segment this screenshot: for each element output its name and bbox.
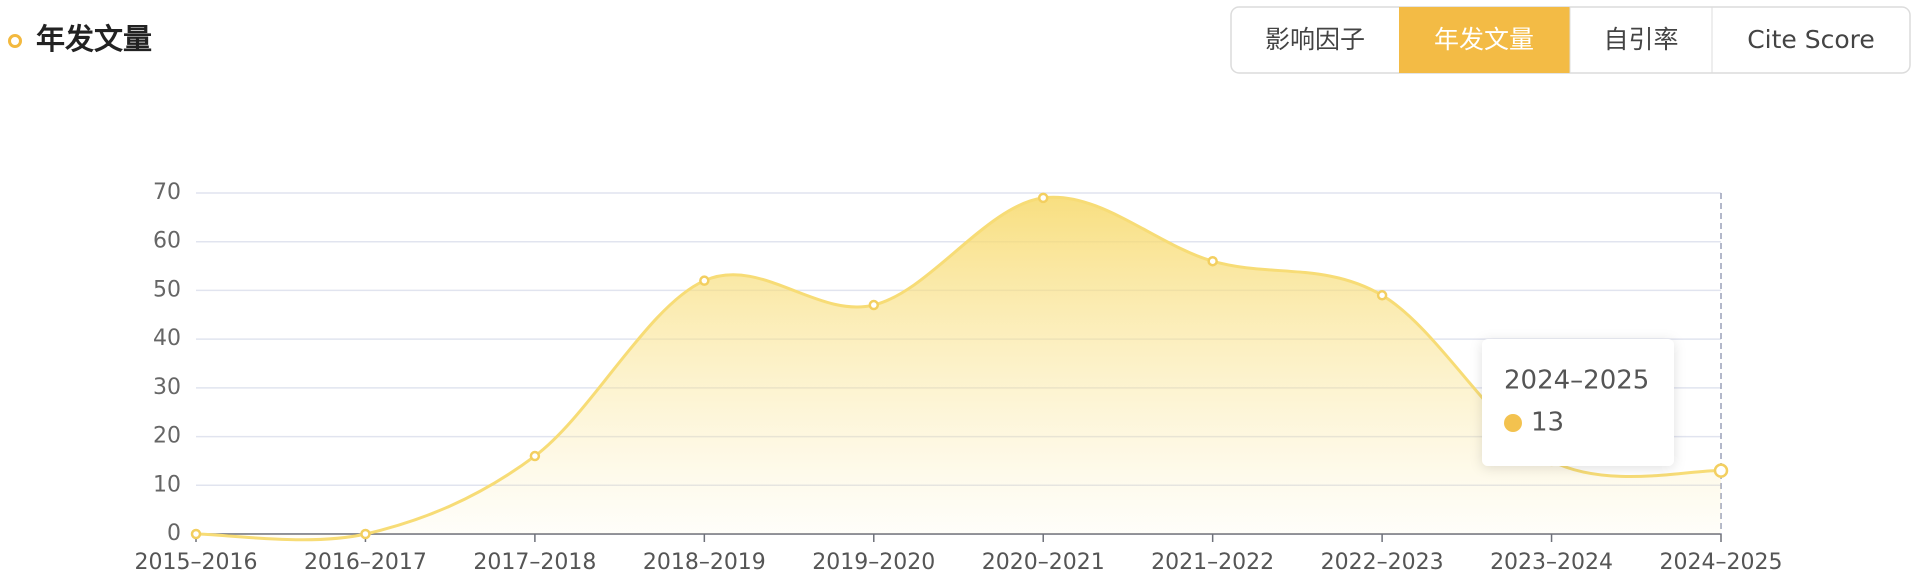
point xyxy=(1376,290,1388,301)
point xyxy=(529,450,541,462)
y-tick-label: 20 xyxy=(153,424,181,449)
y-tick-label: 70 xyxy=(153,180,181,205)
tab[interactable]: 影响因子 xyxy=(1265,25,1365,54)
x-tick-label: 2017–2018 xyxy=(473,550,596,575)
point xyxy=(868,299,880,311)
tooltip-dot xyxy=(1504,414,1522,432)
tooltip-title: 2024–2025 xyxy=(1504,366,1649,396)
tab[interactable]: Cite Score xyxy=(1747,25,1875,54)
x-tick-label: 2023–2024 xyxy=(1490,550,1613,575)
x-tick-label: 2020–2021 xyxy=(982,550,1105,575)
line xyxy=(195,195,1722,542)
x-tick-label: 2018–2019 xyxy=(643,550,766,575)
x-tick-label: 2022–2023 xyxy=(1321,550,1444,575)
y-tick-label: 60 xyxy=(153,229,181,254)
y-tick-label: 50 xyxy=(153,277,181,302)
tab-bar: 影响因子 年发文量 自引率 Cite Score xyxy=(1230,6,1911,74)
tooltip-value: 13 xyxy=(1531,408,1564,438)
title-icon xyxy=(8,34,22,48)
y-tick-label: 10 xyxy=(153,472,181,497)
chart-title: 年发文量 xyxy=(36,22,152,56)
y-tick-label: 40 xyxy=(153,326,181,351)
tooltip xyxy=(1482,339,1674,466)
point xyxy=(1037,192,1049,204)
point xyxy=(360,528,371,540)
y-tick-label: 30 xyxy=(153,375,181,400)
tab-active-bg xyxy=(1399,7,1570,73)
point xyxy=(1713,463,1729,478)
y-tick-label: 0 xyxy=(167,521,181,546)
plot: 0 10 20 30 40 50 60 70 2015–2016 2016–2017 2017–20… xyxy=(135,180,1783,575)
x-tick-label: 2021–2022 xyxy=(1151,550,1274,575)
area xyxy=(196,197,1721,540)
tab[interactable]: 自引率 xyxy=(1603,25,1678,54)
point xyxy=(190,528,202,540)
x-tick-label: 2019–2020 xyxy=(812,550,935,575)
tab-active[interactable]: 年发文量 xyxy=(1434,25,1534,54)
x-tick-label: 2024–2025 xyxy=(1660,550,1783,575)
point xyxy=(699,275,710,286)
point xyxy=(1207,255,1218,267)
x-tick-label: 2015–2016 xyxy=(135,550,258,575)
x-tick-label: 2016–2017 xyxy=(304,550,427,575)
tooltip-box xyxy=(1482,339,1674,466)
